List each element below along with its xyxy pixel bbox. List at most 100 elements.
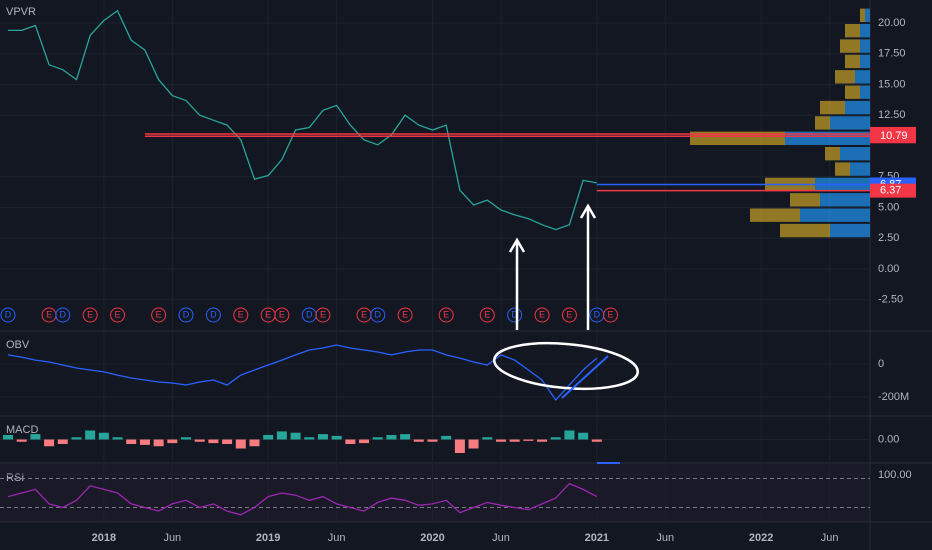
histogram-bar	[3, 435, 13, 440]
pane-title: RSI	[6, 472, 24, 484]
histogram-bar	[372, 437, 383, 440]
histogram-bar	[317, 434, 328, 440]
histogram-bar	[400, 434, 411, 440]
ellipse	[492, 341, 640, 391]
event-label: E	[238, 309, 244, 319]
y-tick-label: 15.00	[878, 78, 906, 90]
x-tick-label: Jun	[492, 532, 510, 544]
profile-down	[750, 208, 800, 222]
event-label: E	[361, 309, 367, 319]
event-label: D	[374, 309, 381, 319]
x-tick-label: 2018	[92, 532, 116, 544]
histogram-bar	[495, 439, 506, 442]
event-label: E	[443, 309, 449, 319]
x-tick-label: 2022	[749, 532, 773, 544]
histogram-bar	[222, 439, 233, 444]
profile-down	[860, 8, 865, 23]
event-marker	[603, 307, 619, 323]
event-marker	[82, 307, 98, 323]
event-marker	[507, 307, 523, 323]
histogram-bar	[44, 439, 55, 447]
histogram-bar	[304, 437, 315, 440]
histogram-bar	[482, 437, 493, 440]
line	[8, 9, 597, 231]
event-label: E	[115, 309, 121, 319]
x-tick-label: 2019	[256, 532, 280, 544]
profile-down	[820, 100, 845, 115]
histogram-bar	[139, 439, 150, 445]
profile-up	[860, 39, 870, 53]
event-label: D	[183, 309, 190, 319]
event-marker	[479, 307, 495, 323]
y-tick-label: -200M	[878, 391, 909, 403]
histogram-bar	[235, 439, 246, 449]
histogram-bar	[57, 439, 68, 444]
histogram-bar	[249, 439, 260, 447]
event-label: D	[306, 309, 313, 319]
histogram-bar	[359, 439, 370, 444]
arrow	[508, 237, 526, 330]
arrow	[579, 203, 597, 330]
histogram-bar	[126, 439, 137, 444]
x-tick-label: Jun	[163, 532, 181, 544]
trend-line	[561, 355, 609, 399]
event-label: E	[156, 309, 162, 319]
line	[7, 482, 598, 516]
y-tick-label: 20.00	[878, 17, 906, 29]
y-tick-label: -2.50	[878, 294, 903, 306]
profile-up	[830, 116, 870, 130]
histogram-bar	[276, 431, 287, 440]
pane-title: OBV	[6, 339, 30, 351]
x-tick-label: 2021	[585, 532, 609, 544]
event-marker	[233, 307, 249, 323]
event-label: E	[46, 309, 52, 319]
line	[7, 344, 598, 402]
rsi-background	[0, 464, 870, 522]
event-marker	[110, 307, 126, 323]
histogram-bar	[591, 439, 602, 442]
histogram-bar	[208, 439, 219, 444]
event-label: E	[539, 309, 545, 319]
price-label: 10.79	[880, 130, 908, 142]
event-marker	[151, 307, 167, 323]
event-label: E	[87, 309, 93, 319]
event-label: E	[402, 309, 408, 319]
event-label: D	[210, 309, 217, 319]
event-label: E	[320, 309, 326, 319]
histogram-bar	[564, 430, 575, 440]
event-marker	[205, 307, 221, 323]
profile-up	[860, 54, 870, 69]
histogram-bar	[153, 439, 164, 447]
event-marker	[274, 307, 290, 323]
x-tick-label: Jun	[821, 532, 839, 544]
event-label: D	[5, 309, 12, 319]
histogram-bar	[427, 439, 438, 442]
profile-up	[860, 85, 870, 99]
price-label: 6.37	[880, 185, 901, 197]
profile-up	[830, 223, 870, 238]
x-tick-label: Jun	[328, 532, 346, 544]
histogram-bar	[16, 439, 27, 442]
price-label-box	[870, 129, 916, 144]
histogram-bar	[263, 435, 274, 440]
profile-up	[820, 193, 870, 207]
event-marker	[397, 307, 413, 323]
profile-up	[800, 208, 870, 222]
price-label-box	[870, 183, 916, 198]
profile-up	[860, 24, 870, 38]
histogram-bar	[98, 432, 109, 440]
histogram-bar	[550, 437, 561, 440]
event-label: D	[60, 309, 67, 319]
event-label: E	[566, 309, 572, 319]
histogram-bar	[181, 437, 192, 440]
event-label: E	[279, 309, 285, 319]
profile-down	[815, 116, 830, 130]
profile-up	[850, 162, 870, 176]
annotations	[492, 203, 640, 391]
histogram-bar	[578, 432, 589, 440]
histogram-bar	[441, 435, 452, 440]
histogram-bar	[413, 439, 424, 442]
event-marker	[370, 307, 386, 323]
y-tick-label: 5.00	[878, 201, 899, 213]
